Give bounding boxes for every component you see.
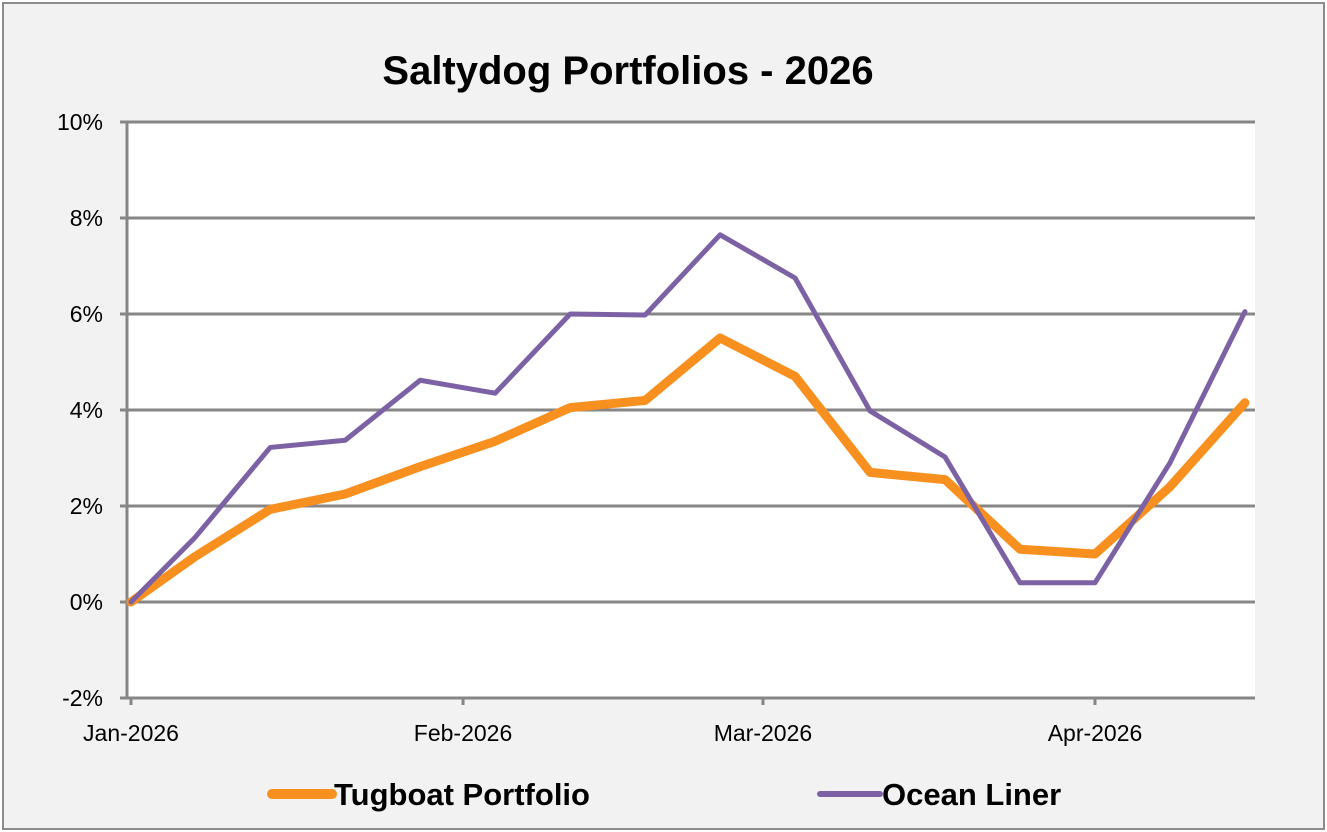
x-tick-label: Jan-2026 (83, 720, 179, 746)
legend-label: Tugboat Portfolio (334, 777, 590, 812)
y-tick-label: 2% (70, 493, 103, 519)
y-tick-label: 4% (70, 397, 103, 423)
series-line-tugboat-portfolio (126, 333, 1250, 607)
y-tick-label: 10% (57, 109, 103, 135)
y-tick-label: -2% (62, 685, 103, 711)
x-tick-label: Feb-2026 (414, 720, 512, 746)
y-tick-label: 0% (70, 589, 103, 615)
y-tick-label: 8% (70, 205, 103, 231)
series-line-ocean-liner (128, 232, 1248, 605)
legend-label: Ocean Liner (882, 777, 1061, 812)
y-tick-label: 6% (70, 301, 103, 327)
chart-title: Saltydog Portfolios - 2026 (382, 49, 873, 93)
x-tick-label: Apr-2026 (1048, 720, 1143, 746)
x-tick-label: Mar-2026 (714, 720, 812, 746)
